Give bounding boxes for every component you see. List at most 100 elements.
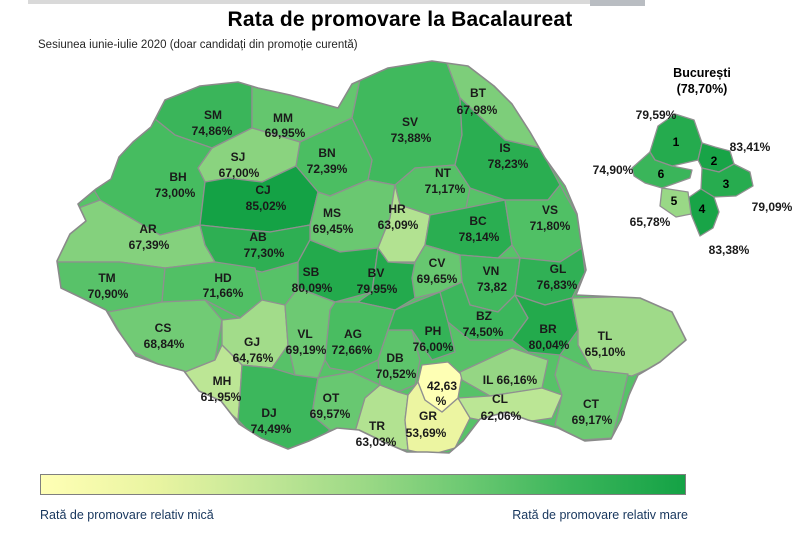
county-ct-region bbox=[554, 354, 629, 441]
bucharest-overall-value: (78,70%) bbox=[677, 82, 728, 96]
county-dj-label: 74,49% bbox=[251, 422, 292, 436]
county-gl-label: 76,83% bbox=[537, 278, 578, 292]
county-ms-label: 69,45% bbox=[313, 222, 354, 236]
county-sv-label: 73,88% bbox=[391, 131, 432, 145]
county-bn-label: BN bbox=[318, 146, 335, 160]
county-bt-label: 67,98% bbox=[457, 103, 498, 117]
county-sb-region bbox=[297, 239, 379, 303]
county-hd-label: 71,66% bbox=[203, 286, 244, 300]
bucharest-sector-5-value: 65,78% bbox=[630, 215, 671, 229]
county-bv-label: 79,95% bbox=[357, 282, 398, 296]
county-ar-label: AR bbox=[139, 222, 157, 236]
county-il-label: IL 66,16% bbox=[483, 373, 538, 387]
county-ab-label: 77,30% bbox=[244, 246, 285, 260]
county-bh-label: 73,00% bbox=[155, 186, 196, 200]
county-mh-label: 61,95% bbox=[201, 390, 242, 404]
county-cv-label: CV bbox=[429, 256, 446, 270]
county-hr-label: HR bbox=[388, 202, 406, 216]
county-tm-label: 70,90% bbox=[88, 287, 129, 301]
county-hd-label: HD bbox=[214, 271, 232, 285]
county-bz-label: 74,50% bbox=[463, 325, 504, 339]
county-vl-label: VL bbox=[297, 327, 312, 341]
county-nt-label: 71,17% bbox=[425, 182, 466, 196]
county-hr-label: 63,09% bbox=[378, 218, 419, 232]
county-if-label: 42,63 bbox=[427, 379, 457, 393]
county-ot-label: 69,57% bbox=[310, 407, 351, 421]
county-ct-label: CT bbox=[583, 397, 600, 411]
bucharest-sector-3-value: 79,09% bbox=[752, 200, 793, 214]
county-vs-label: 71,80% bbox=[530, 219, 571, 233]
county-db-label: DB bbox=[386, 351, 404, 365]
county-sb-label: SB bbox=[303, 265, 320, 279]
page-subtitle: Sesiunea iunie-iulie 2020 (doar candidaț… bbox=[38, 39, 358, 51]
county-if-region bbox=[417, 361, 463, 413]
county-dj-label: DJ bbox=[261, 406, 276, 420]
county-mh-label: MH bbox=[213, 374, 232, 388]
bucharest-sector-6-number: 6 bbox=[658, 167, 665, 181]
page-title: Rata de promovare la Bacalaureat bbox=[227, 8, 573, 31]
county-bt-label: BT bbox=[470, 86, 487, 100]
bucharest-sector-6-value: 74,90% bbox=[593, 163, 634, 177]
county-sj-label: SJ bbox=[231, 150, 246, 164]
county-sb-label: 80,09% bbox=[292, 281, 333, 295]
county-mm-label: MM bbox=[273, 111, 293, 125]
county-db-region bbox=[377, 329, 421, 393]
romania-outline bbox=[56, 60, 687, 454]
counties-layer bbox=[57, 61, 686, 453]
county-br-label: 80,04% bbox=[529, 338, 570, 352]
county-cj-label: 85,02% bbox=[246, 199, 287, 213]
county-vs-label: VS bbox=[542, 203, 558, 217]
bucharest-sector-2-value: 83,41% bbox=[730, 140, 771, 154]
county-is-label: 78,23% bbox=[488, 157, 529, 171]
county-sv-label: SV bbox=[402, 115, 418, 129]
county-bz-label: BZ bbox=[476, 309, 492, 323]
bucharest-sector-1-number: 1 bbox=[673, 135, 680, 149]
county-ot-label: OT bbox=[323, 391, 340, 405]
county-bv-region bbox=[357, 247, 419, 311]
bucharest-sector-1-value: 79,59% bbox=[636, 108, 677, 122]
county-ph-label: 76,00% bbox=[413, 340, 454, 354]
county-br-label: BR bbox=[539, 322, 557, 336]
county-sm-label: 74,86% bbox=[192, 124, 233, 138]
window-edge-strip bbox=[28, 0, 643, 4]
legend-label-high: Rată de promovare relativ mare bbox=[512, 508, 688, 522]
county-ab-label: AB bbox=[249, 230, 267, 244]
county-tm-label: TM bbox=[98, 271, 115, 285]
bucharest-inset: București (78,70%) 1 79,59% 2 83,41% 3 79,09% 4 8… bbox=[593, 66, 793, 257]
county-vn-label: 73,82 bbox=[477, 280, 507, 294]
county-tr-label: TR bbox=[369, 419, 385, 433]
bucharest-title: București bbox=[673, 66, 731, 80]
county-ph-label: PH bbox=[425, 324, 442, 338]
county-ms-label: MS bbox=[323, 206, 341, 220]
county-cl-label: 62,06% bbox=[481, 409, 522, 423]
legend-label-low: Rată de promovare relativ mică bbox=[40, 508, 214, 522]
county-tl-label: TL bbox=[598, 329, 613, 343]
county-mm-label: 69,95% bbox=[265, 126, 306, 140]
county-vl-label: 69,19% bbox=[286, 343, 327, 357]
county-sj-label: 67,00% bbox=[219, 166, 260, 180]
legend-gradient-bar bbox=[40, 474, 686, 495]
bucharest-sector-4-value: 83,38% bbox=[709, 243, 750, 257]
county-cj-label: CJ bbox=[255, 183, 270, 197]
bucharest-sector-3-number: 3 bbox=[723, 177, 730, 191]
county-gr-label: 53,69% bbox=[406, 426, 447, 440]
county-ct-label: 69,17% bbox=[572, 413, 613, 427]
county-sm-label: SM bbox=[204, 108, 222, 122]
county-cs-label: CS bbox=[155, 321, 172, 335]
bucharest-sector-4-number: 4 bbox=[699, 202, 706, 216]
county-cl-region bbox=[457, 387, 563, 426]
county-gr-label: GR bbox=[419, 409, 437, 423]
county-bc-label: 78,14% bbox=[459, 230, 500, 244]
window-edge-strip-dark bbox=[590, 0, 645, 6]
bucharest-sector-5-number: 5 bbox=[671, 194, 678, 208]
county-bn-label: 72,39% bbox=[307, 162, 348, 176]
county-vn-label: VN bbox=[483, 264, 500, 278]
bucharest-sector-6-region bbox=[631, 151, 693, 189]
county-bv-label: BV bbox=[368, 266, 385, 280]
county-ag-label: AG bbox=[344, 327, 362, 341]
county-tl-label: 65,10% bbox=[585, 345, 626, 359]
bucharest-sector-5-region bbox=[659, 187, 692, 218]
